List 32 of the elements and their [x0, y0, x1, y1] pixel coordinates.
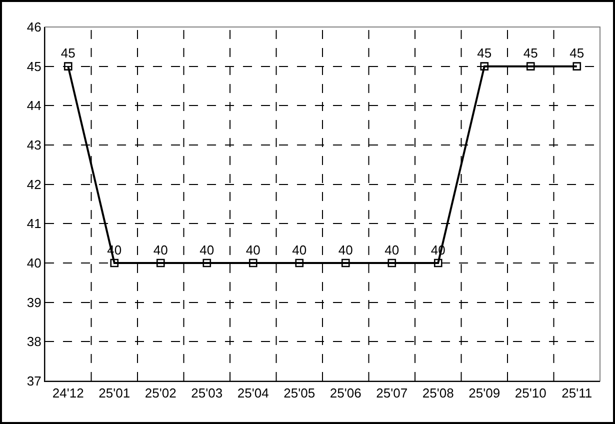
- data-label: 45: [570, 46, 584, 61]
- data-label: 45: [60, 46, 76, 61]
- x-tick-label: 25'06: [330, 386, 362, 401]
- y-tick-label: 40: [26, 256, 42, 271]
- x-tick-label: 25'05: [284, 386, 316, 401]
- x-tick-label: 25'04: [237, 386, 269, 401]
- x-tick-label: 25'10: [514, 386, 546, 401]
- y-tick-label: 38: [26, 334, 42, 350]
- x-tick-label: 25'02: [144, 386, 176, 401]
- x-tick-label: 25'11: [562, 386, 592, 401]
- data-label: 40: [153, 242, 168, 258]
- y-tick-label: 44: [26, 98, 42, 114]
- x-tick-label: 25'03: [191, 386, 223, 401]
- x-tick-label: 25'07: [376, 386, 408, 401]
- data-label: 40: [384, 242, 400, 258]
- y-tick-label: 41: [26, 216, 42, 232]
- data-label: 40: [200, 242, 214, 258]
- x-tick-label: 25'01: [98, 386, 130, 401]
- y-tick-label: 43: [26, 138, 42, 153]
- data-label: 40: [246, 242, 260, 258]
- data-label: 40: [338, 242, 353, 258]
- y-tick-label: 37: [26, 374, 42, 389]
- y-tick-label: 46: [26, 20, 42, 35]
- data-label: 40: [292, 242, 307, 258]
- x-tick-label: 25'09: [468, 386, 500, 401]
- x-tick-label: 24'12: [52, 386, 84, 401]
- y-tick-label: 42: [26, 176, 42, 192]
- x-tick-label: 25'08: [422, 386, 454, 401]
- y-tick-label: 45: [26, 58, 42, 74]
- y-tick-label: 39: [26, 294, 42, 310]
- data-label: 45: [523, 46, 538, 61]
- data-label: 45: [477, 46, 492, 61]
